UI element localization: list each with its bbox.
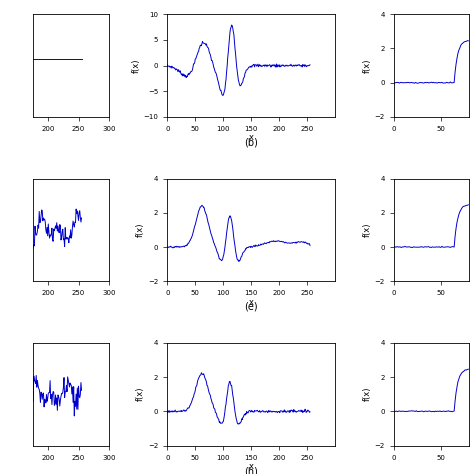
X-axis label: x: x <box>249 133 254 142</box>
Text: (b): (b) <box>244 137 258 148</box>
X-axis label: x: x <box>249 298 254 307</box>
Y-axis label: f(x): f(x) <box>136 387 145 401</box>
Y-axis label: f(x): f(x) <box>363 387 372 401</box>
Text: (h): (h) <box>244 466 258 474</box>
Text: (e): (e) <box>245 302 258 312</box>
X-axis label: x: x <box>249 462 254 471</box>
Y-axis label: f(x): f(x) <box>363 58 372 73</box>
Y-axis label: f(x): f(x) <box>132 58 141 73</box>
Y-axis label: f(x): f(x) <box>363 223 372 237</box>
Y-axis label: f(x): f(x) <box>136 223 145 237</box>
